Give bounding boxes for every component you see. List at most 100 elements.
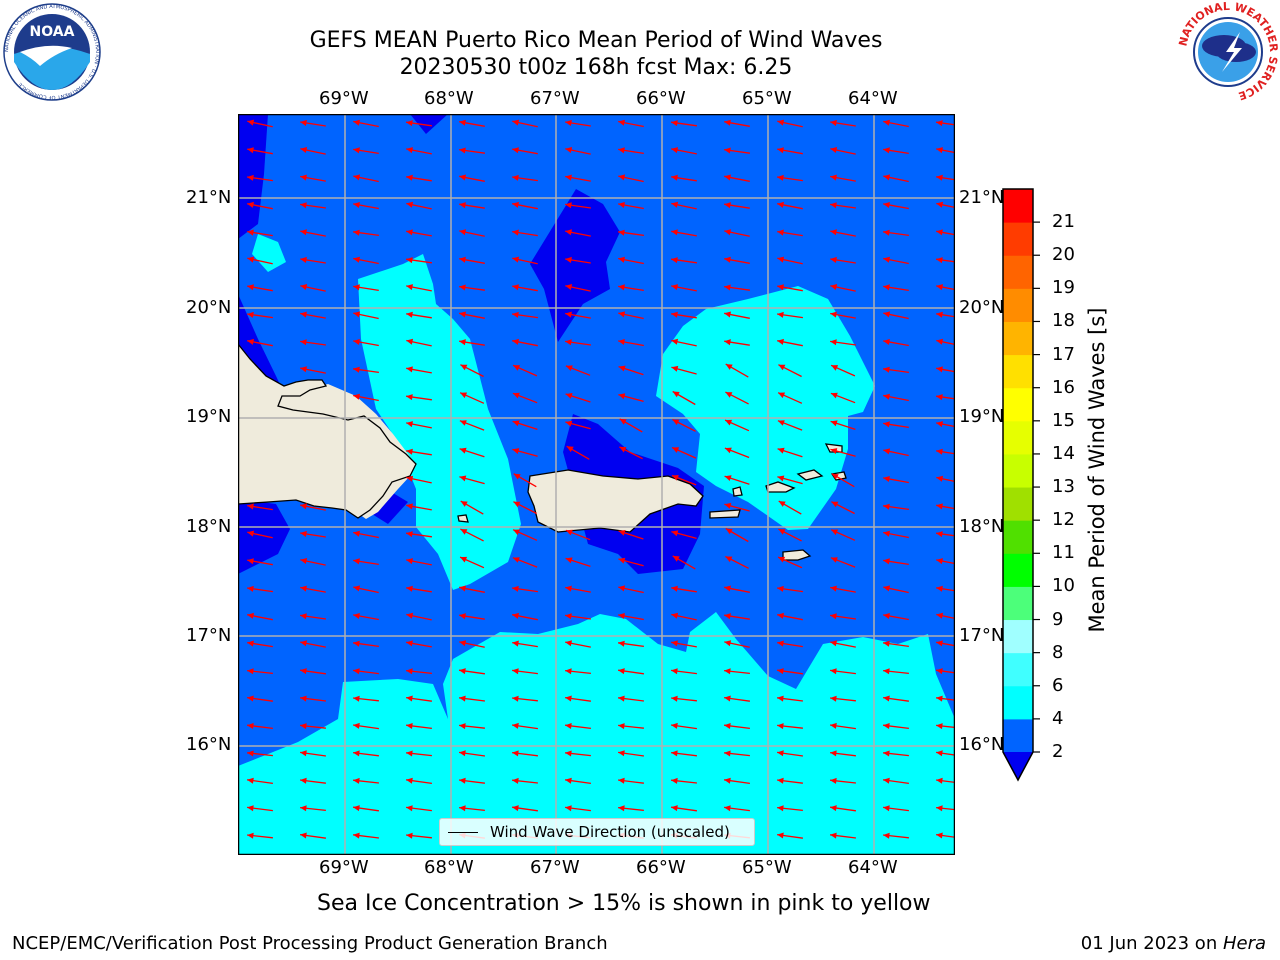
wind-wave-arrowhead <box>618 256 625 263</box>
wind-wave-arrowhead <box>671 174 678 181</box>
wind-wave-arrowhead <box>777 805 784 812</box>
wind-wave-arrowhead <box>460 392 468 399</box>
wind-wave-arrowhead <box>512 174 519 181</box>
wind-wave-arrowhead <box>406 558 413 565</box>
wind-wave-arrowhead <box>725 528 733 535</box>
wind-wave-arrowhead <box>672 555 680 562</box>
wind-wave-arrowhead <box>777 256 785 263</box>
wind-wave-arrowhead <box>565 585 572 592</box>
wind-wave-arrowhead <box>247 585 254 592</box>
wind-wave-arrowhead <box>936 723 943 730</box>
wind-wave-arrowhead <box>512 284 519 291</box>
wind-wave-arrowhead <box>460 529 468 535</box>
colorbar-band <box>1003 586 1033 621</box>
wind-wave-arrowhead <box>671 668 678 675</box>
wind-wave-arrowhead <box>353 805 360 812</box>
wind-wave-arrowhead <box>883 202 890 208</box>
wind-wave-arrowhead <box>830 722 837 729</box>
wind-wave-arrowhead <box>883 119 890 126</box>
wind-wave-arrowhead <box>830 777 837 784</box>
wind-wave-arrowhead <box>247 750 254 757</box>
wind-wave-arrowhead <box>724 447 732 454</box>
wind-wave-arrowhead <box>353 366 360 373</box>
wind-wave-arrowhead <box>406 695 413 702</box>
wind-wave-arrowhead <box>830 448 838 454</box>
wind-wave-arrowhead <box>618 585 626 592</box>
wind-wave-arrowhead <box>671 530 679 537</box>
wind-wave-arrowhead <box>883 750 890 757</box>
wind-wave-arrowhead <box>300 558 308 564</box>
wind-wave-arrowhead <box>883 421 890 428</box>
colorbar-band <box>1003 189 1033 223</box>
wind-wave-arrowhead <box>724 777 731 784</box>
colorbar-tick-label: 10 <box>1052 575 1075 597</box>
wind-wave-arrowhead <box>724 585 731 592</box>
wind-wave-arrowhead <box>565 750 572 757</box>
wind-wave-arrowhead <box>777 447 785 454</box>
wind-wave-arrowhead <box>512 722 519 729</box>
wind-wave-arrowhead <box>512 256 520 263</box>
wind-wave-arrowhead <box>406 723 413 729</box>
wind-wave-arrowhead <box>459 668 466 675</box>
wind-wave-arrowhead <box>671 365 679 372</box>
footer-date: 01 Jun 2023 on <box>1080 933 1223 954</box>
wind-wave-arrowhead <box>830 640 837 647</box>
wind-wave-arrowhead <box>936 805 943 812</box>
wind-wave-arrowhead <box>565 723 572 729</box>
wind-wave-arrowhead <box>724 119 731 126</box>
wind-wave-arrowhead <box>777 420 785 426</box>
wind-wave-arrowhead <box>618 311 626 318</box>
wind-wave-arrowhead <box>777 311 784 318</box>
wind-wave-arrowhead <box>777 229 784 236</box>
wind-wave-arrowhead <box>883 339 890 345</box>
wind-wave-arrowhead <box>512 119 520 126</box>
colorbar-tick-label: 19 <box>1052 277 1075 299</box>
wind-wave-arrowhead <box>406 311 413 318</box>
wind-wave-arrowhead <box>671 805 678 812</box>
wind-wave-arrowhead <box>883 448 891 455</box>
footer-host: Hera <box>1222 933 1266 954</box>
wind-wave-arrowhead <box>725 364 733 370</box>
wind-wave-arrowhead <box>883 777 890 784</box>
lat-tick-right: 21°N <box>959 187 1005 208</box>
lat-tick-right: 17°N <box>959 625 1005 646</box>
wind-wave-arrowhead <box>936 640 943 647</box>
wind-wave-arrowhead <box>565 339 572 346</box>
wind-wave-arrowhead <box>565 668 572 675</box>
wind-wave-arrowhead <box>353 311 361 318</box>
wind-wave-arrowhead <box>777 475 785 482</box>
wind-wave-arrowhead <box>618 805 625 812</box>
wind-wave-arrowhead <box>883 668 890 675</box>
wind-wave-arrowhead <box>247 612 254 619</box>
wind-wave-arrowhead <box>300 640 307 647</box>
wind-wave-arrowhead <box>353 119 360 126</box>
colorbar-under-triangle <box>1003 752 1033 780</box>
noaa-logo-icon: NOAA NATIONAL OCEANIC AND ATMOSPHERIC AD… <box>2 2 102 102</box>
wind-wave-arrowhead <box>459 777 466 784</box>
wind-wave-arrowhead <box>777 174 784 181</box>
wind-wave-arrowhead <box>353 585 361 592</box>
colorbar-band <box>1003 387 1033 422</box>
wind-wave-arrowhead <box>247 640 254 647</box>
wind-wave-arrowhead <box>936 777 943 784</box>
wind-wave-arrowhead <box>247 723 254 729</box>
wind-wave-arrowhead <box>512 338 519 345</box>
wind-wave-arrowhead <box>883 256 890 263</box>
wind-wave-arrowhead <box>618 530 626 536</box>
wind-wave-arrowhead <box>406 475 414 482</box>
wind-wave-arrowhead <box>883 530 890 537</box>
wind-wave-arrowhead <box>671 229 678 236</box>
wind-wave-arrowhead <box>565 119 572 126</box>
wind-wave-arrowhead <box>513 473 521 480</box>
wind-wave-arrowhead <box>512 311 519 318</box>
wind-wave-arrowhead <box>406 777 413 784</box>
wind-wave-arrowhead <box>671 257 678 264</box>
wind-wave-arrowhead <box>300 530 307 537</box>
wind-wave-arrowhead <box>565 695 572 702</box>
wind-wave-arrowhead <box>883 805 890 812</box>
wind-wave-arrowhead <box>512 805 519 812</box>
wind-wave-arrowhead <box>247 805 254 812</box>
wind-wave-arrowhead <box>247 229 254 236</box>
wind-wave-arrowhead <box>406 366 413 373</box>
wind-wave-arrowhead <box>883 147 890 154</box>
